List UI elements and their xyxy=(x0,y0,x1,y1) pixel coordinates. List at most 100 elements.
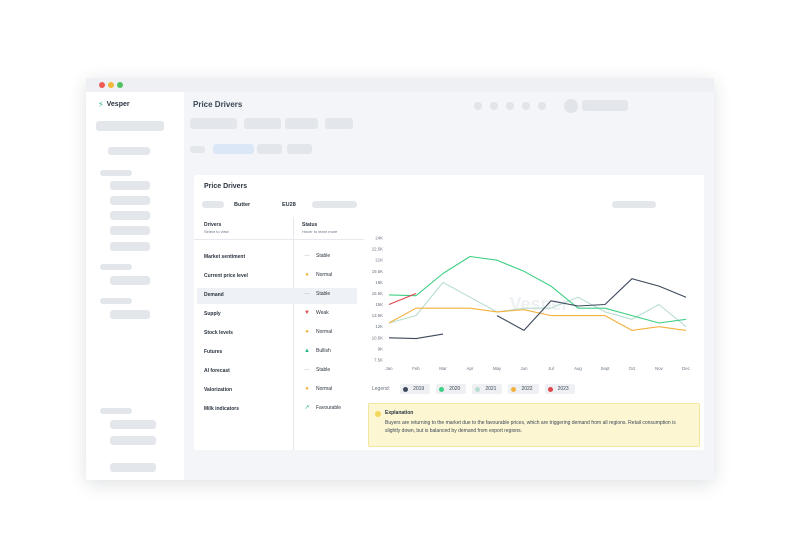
y-tick-label: 16.5K xyxy=(372,291,383,296)
toolbar-dot[interactable] xyxy=(506,102,514,110)
maximize-window-button[interactable] xyxy=(117,82,123,88)
avatar[interactable] xyxy=(564,99,578,113)
x-tick-label: Jul xyxy=(548,366,554,371)
action-placeholder[interactable] xyxy=(244,118,281,129)
drivers-column-header: Drivers xyxy=(204,222,222,228)
sidebar-item-placeholder[interactable] xyxy=(108,147,150,155)
driver-status[interactable]: — Stable xyxy=(302,253,331,259)
toolbar-dot[interactable] xyxy=(522,102,530,110)
sidebar-section-placeholder xyxy=(100,298,132,304)
driver-status-label: Normal xyxy=(316,272,333,278)
series-line-2020[interactable] xyxy=(388,255,687,324)
sidebar-search-placeholder[interactable] xyxy=(96,121,164,131)
legend-item[interactable]: 2022 xyxy=(508,384,539,394)
driver-item[interactable]: Demand xyxy=(204,292,224,298)
sidebar-item-placeholder[interactable] xyxy=(110,420,156,429)
sidebar-item-placeholder[interactable] xyxy=(110,463,156,472)
legend-item[interactable]: 2019 xyxy=(400,384,431,394)
legend-item[interactable]: 2020 xyxy=(436,384,467,394)
range-selector-placeholder[interactable] xyxy=(612,201,656,208)
dash-icon: — xyxy=(304,291,310,297)
sidebar-section-placeholder xyxy=(100,170,132,176)
sidebar-item-placeholder[interactable] xyxy=(110,196,150,205)
pulse-icon: ⚡ xyxy=(98,100,104,109)
driver-item[interactable]: Valorization xyxy=(204,387,233,393)
driver-item[interactable]: AI forecast xyxy=(204,368,230,374)
sidebar-item-placeholder[interactable] xyxy=(110,181,150,190)
legend-item[interactable]: 2021 xyxy=(472,384,503,394)
explanation-title: Explanation xyxy=(385,410,414,416)
driver-status[interactable]: ● Normal xyxy=(302,386,332,392)
driver-item[interactable]: Futures xyxy=(204,349,223,355)
series-line-2022[interactable] xyxy=(388,307,687,331)
explanation-box: Explanation Buyers are returning to the … xyxy=(368,403,700,447)
series-line-2019[interactable] xyxy=(388,278,687,340)
filter-placeholder[interactable] xyxy=(202,201,224,208)
user-name-placeholder[interactable] xyxy=(582,100,628,111)
product-filter[interactable]: Butter xyxy=(234,202,251,208)
action-placeholder[interactable] xyxy=(285,118,318,129)
legend-swatch xyxy=(439,386,445,392)
tab-placeholder[interactable] xyxy=(190,146,205,153)
x-tick-label: Jan xyxy=(386,366,394,371)
driver-status-label: Stable xyxy=(316,367,331,373)
app-window: ⚡ Vesper Price Drivers Price Drivers xyxy=(86,78,714,480)
legend-swatch xyxy=(511,386,517,392)
x-tick-label: Oct xyxy=(629,366,636,371)
driver-status-label: Bullish xyxy=(316,348,331,354)
series-line-2023[interactable] xyxy=(388,292,417,306)
chart-watermark: Vesper xyxy=(509,294,568,314)
sidebar-item-placeholder[interactable] xyxy=(110,242,150,251)
filter-placeholder[interactable] xyxy=(312,201,357,208)
minimize-window-button[interactable] xyxy=(108,82,114,88)
tab-placeholder[interactable] xyxy=(257,144,282,154)
driver-status[interactable]: ● Normal xyxy=(302,272,332,278)
x-tick-label: Sept xyxy=(601,366,611,371)
driver-status[interactable]: ▲ Bullish xyxy=(302,348,331,354)
toolbar-dot[interactable] xyxy=(538,102,546,110)
y-tick-label: 18K xyxy=(375,280,383,285)
driver-status[interactable]: ▼ Weak xyxy=(302,310,329,316)
driver-item[interactable]: Stock levels xyxy=(204,330,233,336)
legend-item[interactable]: 2023 xyxy=(544,384,575,394)
tab-placeholder[interactable] xyxy=(287,144,312,154)
x-tick-label: Feb xyxy=(412,366,420,371)
x-tick-label: Mar xyxy=(439,366,447,371)
price-chart: Vesper 7.5K 9K 10.5K 12K 13.5K 15K 16.5K 18K 19.5… xyxy=(354,230,694,380)
sidebar-item-placeholder[interactable] xyxy=(110,310,150,319)
driver-item[interactable]: Supply xyxy=(204,311,221,317)
toolbar-dot[interactable] xyxy=(474,102,482,110)
driver-status[interactable]: — Stable xyxy=(302,291,331,297)
driver-item[interactable]: Milk indicators xyxy=(204,406,240,412)
driver-status[interactable]: — Stable xyxy=(302,367,331,373)
legend-item-label: 2023 xyxy=(557,386,569,392)
legend-item-label: 2021 xyxy=(485,386,497,392)
trend-up-icon: ↗ xyxy=(304,405,310,411)
y-tick-label: 10.5K xyxy=(372,335,383,340)
driver-status-label: Favourable xyxy=(316,405,342,411)
sidebar-item-placeholder[interactable] xyxy=(110,211,150,220)
driver-status[interactable]: ● Normal xyxy=(302,329,332,335)
y-tick-label: 7.5K xyxy=(374,358,383,363)
sidebar-item-placeholder[interactable] xyxy=(110,276,150,285)
driver-status[interactable]: ↗ Favourable xyxy=(302,405,341,411)
legend-item-label: 2019 xyxy=(413,386,425,392)
sidebar-item-placeholder[interactable] xyxy=(110,226,150,235)
sidebar-item-placeholder[interactable] xyxy=(110,436,156,445)
tab-active-placeholder[interactable] xyxy=(213,144,254,154)
y-tick-label: 12K xyxy=(375,324,383,329)
driver-item[interactable]: Current price level xyxy=(204,273,248,279)
action-placeholder[interactable] xyxy=(325,118,353,129)
card-title: Price Drivers xyxy=(204,183,248,190)
app-logo[interactable]: ⚡ Vesper xyxy=(98,100,130,109)
close-window-button[interactable] xyxy=(99,82,105,88)
action-placeholder[interactable] xyxy=(190,118,237,129)
x-tick-label: Nov xyxy=(655,366,663,371)
driver-item[interactable]: Market sentiment xyxy=(204,254,246,260)
bull-icon: ▲ xyxy=(304,348,310,354)
y-tick-label: 24K xyxy=(375,236,383,241)
toolbar-dot[interactable] xyxy=(490,102,498,110)
driver-status-label: Stable xyxy=(316,253,331,259)
region-filter[interactable]: EU28 xyxy=(282,202,296,208)
header-divider xyxy=(194,239,364,240)
